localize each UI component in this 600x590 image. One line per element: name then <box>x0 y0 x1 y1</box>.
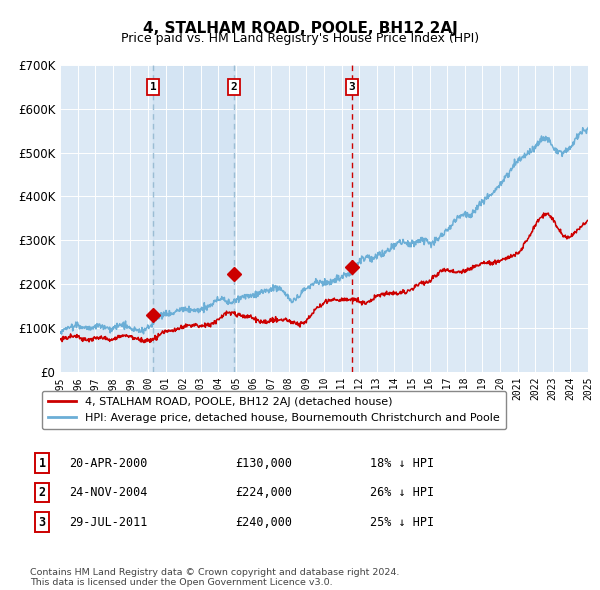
Text: 29-JUL-2011: 29-JUL-2011 <box>69 516 147 529</box>
Bar <box>153 65 234 372</box>
Text: 2: 2 <box>38 486 46 499</box>
Text: 2: 2 <box>231 82 238 92</box>
Text: 1: 1 <box>38 457 46 470</box>
Text: 26% ↓ HPI: 26% ↓ HPI <box>370 486 434 499</box>
Text: 18% ↓ HPI: 18% ↓ HPI <box>370 457 434 470</box>
Text: 24-NOV-2004: 24-NOV-2004 <box>69 486 147 499</box>
Text: £240,000: £240,000 <box>235 516 293 529</box>
Text: 3: 3 <box>349 82 356 92</box>
Legend: 4, STALHAM ROAD, POOLE, BH12 2AJ (detached house), HPI: Average price, detached : 4, STALHAM ROAD, POOLE, BH12 2AJ (detach… <box>41 391 506 430</box>
Text: £130,000: £130,000 <box>235 457 293 470</box>
Text: 4, STALHAM ROAD, POOLE, BH12 2AJ: 4, STALHAM ROAD, POOLE, BH12 2AJ <box>143 21 457 35</box>
Text: 25% ↓ HPI: 25% ↓ HPI <box>370 516 434 529</box>
Text: 3: 3 <box>38 516 46 529</box>
Text: 20-APR-2000: 20-APR-2000 <box>69 457 147 470</box>
Text: 1: 1 <box>150 82 157 92</box>
Text: Price paid vs. HM Land Registry's House Price Index (HPI): Price paid vs. HM Land Registry's House … <box>121 32 479 45</box>
Text: Contains HM Land Registry data © Crown copyright and database right 2024.
This d: Contains HM Land Registry data © Crown c… <box>30 568 400 587</box>
Text: £224,000: £224,000 <box>235 486 293 499</box>
